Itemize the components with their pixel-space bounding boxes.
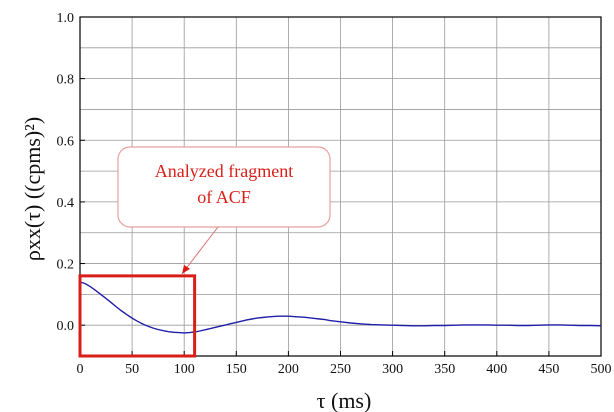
- labels-layer: τ (ms) ρxx(τ) ((cpms)²): [20, 117, 371, 412]
- x-tick-label: 500: [591, 362, 612, 377]
- callout-text: Analyzed fragment: [155, 161, 293, 181]
- x-tick-label: 50: [125, 362, 139, 377]
- acf-series-line: [79, 281, 602, 334]
- x-tick-label: 400: [486, 362, 507, 377]
- x-tick-label: 350: [434, 362, 455, 377]
- series-layer: [79, 281, 602, 334]
- y-axis-label: ρxx(τ) ((cpms)²): [20, 117, 45, 261]
- x-tick-label: 300: [382, 362, 403, 377]
- callout-arrow: [181, 226, 219, 275]
- y-tick-label: 0.2: [57, 258, 75, 273]
- x-tick-label: 150: [226, 362, 247, 377]
- x-tick-label: 0: [77, 362, 84, 377]
- y-tick-label: 0.6: [57, 134, 75, 149]
- plot-frame: [79, 16, 602, 357]
- callout-arrowhead: [182, 264, 190, 274]
- y-tick-label: 0.4: [57, 196, 75, 211]
- y-tick-label: 1.0: [57, 11, 75, 26]
- annotation-layer: Analyzed fragment of ACF: [78, 146, 331, 358]
- x-tick-label: 100: [174, 362, 195, 377]
- x-tick-label: 200: [278, 362, 299, 377]
- y-tick-label: 0.0: [57, 319, 75, 334]
- callout-text: of ACF: [197, 187, 251, 207]
- x-tick-label: 450: [538, 362, 559, 377]
- x-tick-label: 250: [330, 362, 351, 377]
- fragment-box: [78, 274, 197, 358]
- callout-box: [117, 146, 331, 228]
- x-axis-label: τ (ms): [317, 388, 372, 412]
- y-tick-label: 0.8: [57, 73, 75, 88]
